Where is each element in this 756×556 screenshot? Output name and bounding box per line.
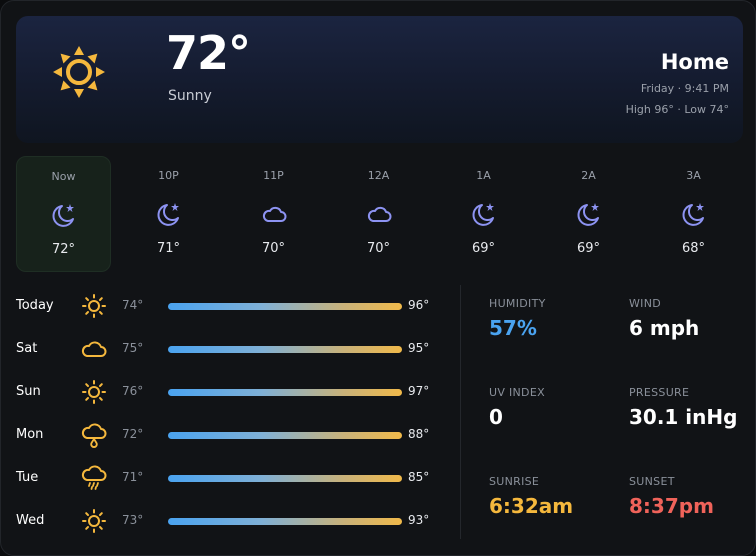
temp-range-bar: [168, 432, 402, 439]
hour-label: 11P: [263, 169, 284, 182]
hour-temp: 71°: [156, 241, 181, 256]
stat-sunrise: SUNRISE 6:32am: [489, 475, 619, 518]
hour-temp: 72°: [51, 242, 76, 257]
stat-label: SUNRISE: [489, 475, 540, 488]
hourly-forecast: Now 72° 10P 71° 11P 70° 12A 70° 1A 69° 2…: [16, 156, 743, 272]
stat-uv-index: UV INDEX 0: [489, 386, 619, 429]
day-high: 95°: [408, 341, 430, 355]
section-divider: [460, 285, 461, 539]
day-high: 97°: [408, 384, 430, 398]
day-low: 71°: [122, 470, 144, 484]
hour-label: 10P: [158, 169, 179, 182]
stat-sunset: SUNSET 8:37pm: [629, 475, 755, 518]
hour-temp: 70°: [261, 241, 286, 256]
hourly-item[interactable]: 3A 68°: [646, 156, 741, 272]
daily-forecast: Today 74° 96° Sat 75° 95° Sun 76° 97° Mo…: [16, 285, 446, 545]
hour-temp: 70°: [366, 241, 391, 256]
moon-icon: [472, 203, 494, 226]
day-name: Sun: [16, 384, 41, 399]
hour-label: Now: [51, 170, 76, 183]
day-low: 75°: [122, 341, 144, 355]
day-high: 93°: [408, 513, 430, 527]
stat-humidity: HUMIDITY 57%: [489, 297, 619, 340]
hourly-item[interactable]: 1A 69°: [436, 156, 531, 272]
daily-row[interactable]: Wed 73° 93°: [16, 500, 446, 540]
daily-row[interactable]: Sat 75° 95°: [16, 328, 446, 368]
hour-label: 2A: [581, 169, 596, 182]
stat-label: PRESSURE: [629, 386, 690, 399]
cloud-rain-icon: [81, 465, 107, 490]
day-low: 73°: [122, 513, 144, 527]
daily-row[interactable]: Mon 72° 88°: [16, 414, 446, 454]
hour-temp: 68°: [681, 241, 706, 256]
stat-wind: WIND 6 mph: [629, 297, 755, 340]
stat-label: WIND: [629, 297, 662, 310]
stat-value: 30.1 inHg: [629, 405, 738, 429]
hour-label: 3A: [686, 169, 701, 182]
hourly-item[interactable]: 2A 69°: [541, 156, 636, 272]
sun-icon: [53, 46, 105, 98]
temp-range-bar: [168, 475, 402, 482]
temp-range-bar: [168, 389, 402, 396]
moon-icon: [157, 203, 179, 226]
day-name: Mon: [16, 427, 44, 442]
daily-row[interactable]: Tue 71° 85°: [16, 457, 446, 497]
day-high: 85°: [408, 470, 430, 484]
temp-range-bar: [168, 346, 402, 353]
day-name: Today: [16, 298, 54, 313]
temp-range-bar: [168, 518, 402, 525]
location-name: Home: [660, 50, 729, 74]
daily-row[interactable]: Today 74° 96°: [16, 285, 446, 325]
moon-icon: [682, 203, 704, 226]
stat-label: SUNSET: [629, 475, 675, 488]
hourly-item[interactable]: 12A 70°: [331, 156, 426, 272]
day-name: Tue: [16, 470, 39, 485]
stat-pressure: PRESSURE 30.1 inHg: [629, 386, 755, 429]
hour-temp: 69°: [576, 241, 601, 256]
stat-value: 6:32am: [489, 494, 574, 518]
sun-icon: [82, 294, 106, 318]
day-low: 72°: [122, 427, 144, 441]
high-low: High 96° · Low 74°: [625, 103, 729, 116]
stat-label: UV INDEX: [489, 386, 545, 399]
day-low: 76°: [122, 384, 144, 398]
day-high: 88°: [408, 427, 430, 441]
day-name: Sat: [16, 341, 38, 356]
hourly-item[interactable]: Now 72°: [16, 156, 111, 272]
moon-icon: [52, 204, 74, 227]
cloud-icon: [81, 341, 107, 357]
current-condition: Sunny: [168, 88, 212, 104]
temp-range-bar: [168, 303, 402, 310]
hourly-item[interactable]: 11P 70°: [226, 156, 321, 272]
hour-temp: 69°: [471, 241, 496, 256]
sun-icon: [82, 380, 106, 404]
moon-icon: [577, 203, 599, 226]
stat-value: 57%: [489, 316, 537, 340]
day-name: Wed: [16, 513, 45, 528]
stat-label: HUMIDITY: [489, 297, 546, 310]
stat-value: 8:37pm: [629, 494, 714, 518]
cloud-icon: [262, 206, 286, 222]
current-temperature: 72°: [166, 26, 251, 80]
day-low: 74°: [122, 298, 144, 312]
hourly-item[interactable]: 10P 71°: [121, 156, 216, 272]
hour-label: 12A: [367, 169, 390, 182]
cloud-icon: [367, 206, 391, 222]
current-datetime: Friday · 9:41 PM: [640, 82, 729, 95]
day-high: 96°: [408, 298, 430, 312]
daily-row[interactable]: Sun 76° 97°: [16, 371, 446, 411]
sun-icon: [82, 509, 106, 533]
stat-value: 0: [489, 405, 503, 429]
cloud-drizzle-icon: [81, 423, 107, 448]
hour-label: 1A: [476, 169, 491, 182]
weather-details: HUMIDITY 57% WIND 6 mph UV INDEX 0 PRESS…: [489, 297, 749, 547]
current-conditions: 72° Sunny Home Friday · 9:41 PM High 96°…: [16, 16, 743, 143]
stat-value: 6 mph: [629, 316, 700, 340]
